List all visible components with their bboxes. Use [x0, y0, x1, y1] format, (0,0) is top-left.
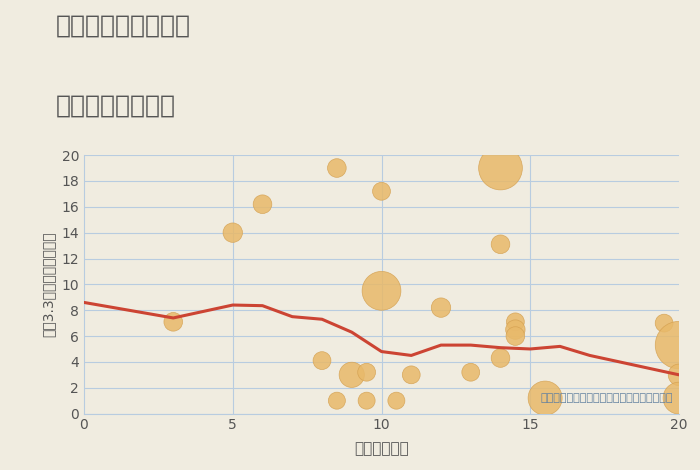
Point — [316, 357, 328, 364]
Point — [673, 341, 685, 349]
Point — [376, 188, 387, 195]
Point — [361, 368, 372, 376]
Point — [168, 318, 179, 326]
Point — [257, 200, 268, 208]
Point — [673, 371, 685, 379]
Point — [331, 164, 342, 172]
Point — [495, 241, 506, 248]
Text: 円の大きさは、取引のあった物件面積を示す: 円の大きさは、取引のあった物件面積を示す — [540, 393, 673, 403]
Point — [227, 229, 238, 236]
Point — [495, 164, 506, 172]
Point — [495, 354, 506, 362]
Point — [659, 320, 670, 327]
Point — [376, 287, 387, 295]
Point — [346, 371, 357, 379]
Point — [435, 304, 447, 311]
Point — [391, 397, 402, 404]
Point — [331, 397, 342, 404]
Text: 駅距離別土地価格: 駅距離別土地価格 — [56, 94, 176, 118]
Point — [540, 394, 551, 402]
Point — [510, 332, 521, 340]
Point — [510, 318, 521, 326]
Point — [673, 394, 685, 402]
X-axis label: 駅距離（分）: 駅距離（分） — [354, 441, 409, 456]
Point — [361, 397, 372, 404]
Text: 三重県伊賀市別府の: 三重県伊賀市別府の — [56, 14, 191, 38]
Point — [465, 368, 476, 376]
Point — [406, 371, 417, 379]
Y-axis label: 坪（3.3㎡）単価（万円）: 坪（3.3㎡）単価（万円） — [42, 232, 56, 337]
Point — [510, 326, 521, 333]
